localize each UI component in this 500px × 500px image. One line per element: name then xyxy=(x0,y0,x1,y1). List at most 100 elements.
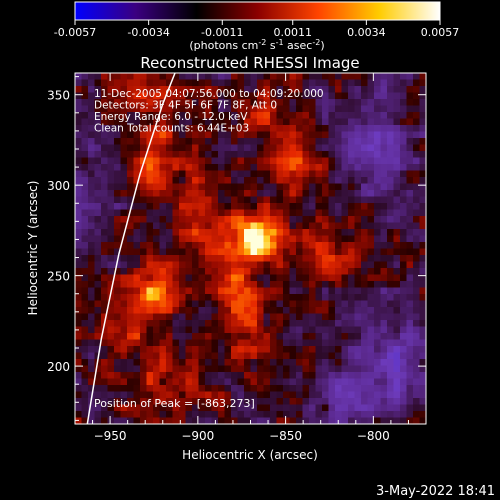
heatmap-cell xyxy=(237,320,245,327)
heatmap-cell xyxy=(114,99,121,106)
heatmap-cell xyxy=(348,170,355,178)
heatmap-cell xyxy=(185,112,193,119)
heatmap-cell xyxy=(341,404,349,412)
y-tick-label: 250 xyxy=(47,270,70,284)
heatmap-cell xyxy=(179,112,186,119)
heatmap-cell xyxy=(166,248,173,256)
heatmap-cell xyxy=(393,248,401,256)
heatmap-cell xyxy=(302,313,310,321)
heatmap-cell xyxy=(335,235,342,243)
heatmap-cell xyxy=(393,203,401,210)
heatmap-cell xyxy=(224,268,232,275)
heatmap-cell xyxy=(140,307,147,314)
heatmap-cell xyxy=(231,242,238,249)
heatmap-cell xyxy=(244,339,251,347)
heatmap-cell xyxy=(387,398,394,405)
heatmap-cell xyxy=(315,313,323,321)
heatmap-cell xyxy=(114,242,121,249)
heatmap-cell xyxy=(179,216,186,223)
heatmap-cell xyxy=(146,300,154,308)
heatmap-cell xyxy=(140,190,147,197)
heatmap-cell xyxy=(120,339,128,347)
heatmap-cell xyxy=(387,183,394,191)
heatmap-cell xyxy=(406,229,414,236)
heatmap-cell xyxy=(127,112,134,119)
heatmap-cell xyxy=(283,235,290,243)
heatmap-cell xyxy=(205,346,212,353)
heatmap-cell xyxy=(263,300,271,308)
heatmap-cell xyxy=(335,391,342,399)
heatmap-cell xyxy=(127,326,134,334)
heatmap-cell xyxy=(237,307,245,314)
heatmap-cell xyxy=(159,352,167,360)
heatmap-cell xyxy=(400,417,407,424)
heatmap-cell xyxy=(257,125,264,132)
heatmap-cell xyxy=(315,86,323,93)
heatmap-cell xyxy=(400,222,407,230)
heatmap-cell xyxy=(328,333,336,340)
heatmap-cell xyxy=(413,73,420,80)
heatmap-cell xyxy=(185,125,193,132)
heatmap-cell xyxy=(172,346,180,353)
heatmap-cell xyxy=(140,112,147,119)
heatmap-cell xyxy=(94,313,102,321)
heatmap-cell xyxy=(283,365,290,373)
heatmap-cell xyxy=(302,73,310,80)
heatmap-cell xyxy=(322,125,329,132)
heatmap-cell xyxy=(374,359,381,366)
heatmap-cell xyxy=(374,417,381,424)
heatmap-cell xyxy=(211,346,219,353)
heatmap-cell xyxy=(231,372,238,379)
heatmap-cell xyxy=(179,144,186,152)
heatmap-cell xyxy=(348,138,355,145)
heatmap-cell xyxy=(341,372,349,379)
heatmap-cell xyxy=(348,196,355,204)
heatmap-cell xyxy=(205,352,212,360)
heatmap-cell xyxy=(120,216,128,223)
heatmap-cell xyxy=(263,196,271,204)
heatmap-cell xyxy=(231,287,238,295)
heatmap-cell xyxy=(192,268,199,275)
heatmap-cell xyxy=(341,177,349,184)
heatmap-cell xyxy=(133,242,141,249)
heatmap-cell xyxy=(81,326,89,334)
heatmap-cell xyxy=(335,359,342,366)
heatmap-cell xyxy=(387,411,394,418)
heatmap-cell xyxy=(263,313,271,321)
heatmap-cell xyxy=(406,352,414,360)
heatmap-cell xyxy=(146,170,154,178)
heatmap-cell xyxy=(387,294,394,301)
heatmap-cell xyxy=(270,209,277,217)
heatmap-cell xyxy=(127,398,134,405)
heatmap-cell xyxy=(185,339,193,347)
heatmap-cell xyxy=(374,339,381,347)
heatmap-cell xyxy=(218,203,225,210)
heatmap-cell xyxy=(153,183,160,191)
heatmap-cell xyxy=(406,404,414,412)
heatmap-cell xyxy=(348,164,355,171)
heatmap-cell xyxy=(179,411,186,418)
heatmap-cell xyxy=(270,287,277,295)
heatmap-cell xyxy=(296,287,303,295)
heatmap-cell xyxy=(309,222,316,230)
heatmap-cell xyxy=(283,313,290,321)
heatmap-cell xyxy=(309,144,316,152)
heatmap-cell xyxy=(393,378,401,386)
heatmap-cell xyxy=(120,131,128,139)
heatmap-cell xyxy=(257,112,264,119)
heatmap-cell xyxy=(322,287,329,295)
heatmap-cell xyxy=(185,183,193,191)
heatmap-cell xyxy=(276,281,284,288)
heatmap-cell xyxy=(198,157,206,165)
heatmap-cell xyxy=(88,235,95,243)
heatmap-cell xyxy=(133,144,141,152)
heatmap-cell xyxy=(289,326,297,334)
heatmap-cell xyxy=(133,385,141,392)
heatmap-cell xyxy=(400,144,407,152)
heatmap-cell xyxy=(289,313,297,321)
heatmap-cell xyxy=(205,339,212,347)
heatmap-cell xyxy=(335,242,342,249)
heatmap-cell xyxy=(289,417,297,424)
heatmap-cell xyxy=(107,294,115,301)
heatmap-cell xyxy=(387,170,394,178)
